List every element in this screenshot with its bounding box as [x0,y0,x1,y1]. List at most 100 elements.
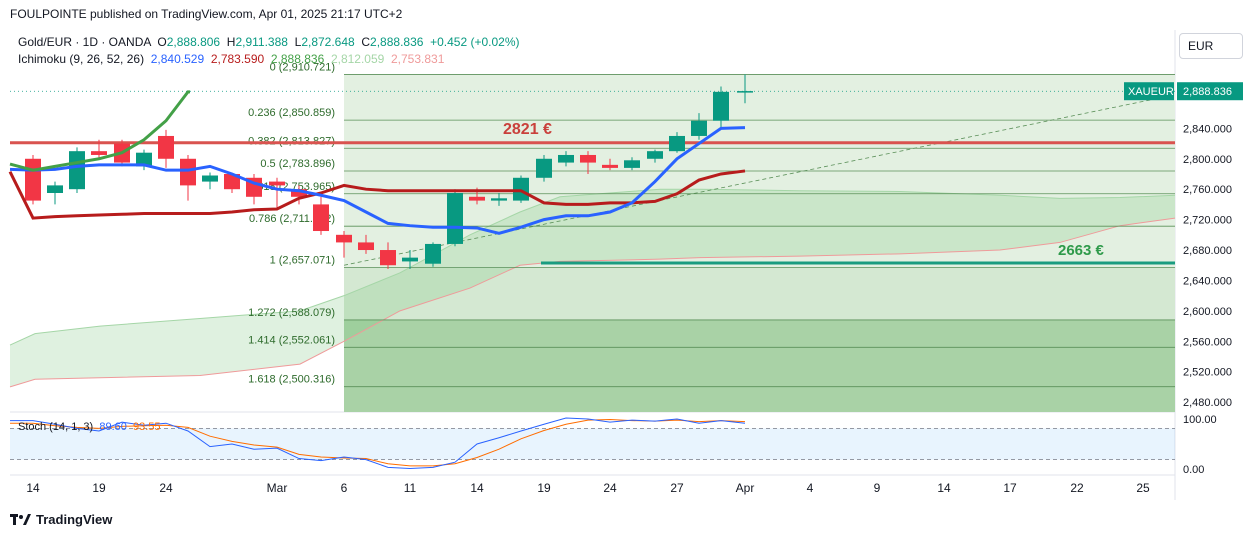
high-label: H [226,35,236,49]
candle-body [313,204,329,232]
high-value: 2,911.388 [235,35,288,49]
stoch-k-line [10,417,746,469]
annotation-2821: 2821 € [503,121,552,138]
time-tick-label: 6 [341,481,348,495]
time-tick-label: 17 [1003,481,1017,495]
time-tick-label: 19 [537,481,551,495]
fib-label: 1 (2,657.071) [270,254,335,266]
candle-body [25,158,41,201]
candle-body [224,173,240,190]
fib-label: 0.382 (2,813.827) [248,135,335,147]
candle-body [180,158,196,186]
tenkan-sen-line [9,126,746,235]
stoch-band [10,428,1175,460]
stoch-tick-100: 100.00 [1183,414,1217,426]
last-price-label: 2,888.836 [1183,86,1232,98]
price-tick-label: 2,640.000 [1183,275,1232,287]
stoch-d-value: 93.55 [133,421,161,433]
price-tick-label: 2,520.000 [1183,367,1232,379]
time-tick-label: 22 [1070,481,1084,495]
time-tick-label: 24 [159,481,173,495]
time-tick-label: 14 [470,481,484,495]
candle-body [469,196,485,201]
change-value: +0.452 (+0.02%) [430,35,520,49]
candle-body [691,120,707,136]
fib-label: 0.5 (2,783.896) [260,158,335,170]
last-price-tag [1177,82,1243,101]
price-tick-label: 2,560.000 [1183,336,1232,348]
ichimoku-value-span-b: 2,753.831 [391,52,445,66]
time-tick-label: 14 [26,481,40,495]
price-tick-label: 2,800.000 [1183,154,1232,166]
time-tick-label: 4 [807,481,814,495]
chikou-span-line [9,90,190,172]
candle-body [624,160,640,168]
candle-body [136,152,152,167]
ichimoku-value-span-a: 2,812.059 [330,52,385,66]
candle-body [602,164,618,168]
publisher-line: FOULPOINTE published on TradingView.com,… [10,7,403,21]
candle-body [47,185,63,193]
price-tick-label: 2,680.000 [1183,245,1232,257]
candle-body [358,242,374,251]
candle-body [513,177,529,201]
candle-body [158,135,174,159]
open-value: 2,888.806 [166,35,221,49]
candle-body [402,257,418,262]
close-value: 2,888.836 [370,35,424,49]
fib-zone-mid [344,267,1175,320]
senkou-span-a-line [9,188,1176,346]
price-tick-label: 2,760.000 [1183,184,1232,196]
candle-body [536,158,552,178]
candle-body [69,151,85,190]
time-tick-label: 14 [937,481,951,495]
time-tick-label: 27 [670,481,684,495]
candle-body [491,198,507,201]
ichimoku-value-chikou: 2,888.836 [270,52,325,66]
fib-label: 0 (2,910.721) [270,62,335,74]
time-tick-label: 19 [92,481,106,495]
stoch-legend[interactable]: Stoch (14, 1, 3) 89.60 93.55 [18,421,161,433]
ichimoku-cloud [10,189,1175,387]
candle-body [580,154,596,163]
tradingview-brand: TradingView [10,512,112,527]
symbol-label[interactable]: Gold/EUR · 1D · OANDA [18,35,151,49]
candle-body [91,151,107,155]
time-tick-label: Apr [736,481,755,495]
candle-body [669,135,685,152]
candle-body [291,189,307,197]
fib-label: 1.414 (2,552.061) [248,334,335,346]
candle-body [202,175,218,182]
ichimoku-value-tenkan: 2,840.529 [150,52,205,66]
time-tick-label: 9 [874,481,881,495]
candle-body [737,91,753,93]
time-tick-label: 24 [603,481,617,495]
ohlc-legend: Gold/EUR · 1D · OANDA O2,888.806 H2,911.… [18,35,520,49]
annotation-2663: 2663 € [1058,242,1105,259]
stoch-k-value: 89.60 [99,421,127,433]
currency-button[interactable]: EUR [1179,33,1243,59]
fib-zone-lower [344,319,1175,412]
fib-label: 1.272 (2,588.079) [248,307,335,319]
close-label: C [361,35,371,49]
ichimoku-value-kijun: 2,783.590 [210,52,265,66]
candle-body [336,234,352,243]
senkou-span-b-line [9,217,1176,388]
symbol-tag-label: XAUEUR [1128,86,1174,98]
price-tick-label: 2,840.000 [1183,123,1232,135]
symbol-price-tag [1124,82,1174,101]
fib-label: 0.236 (2,850.859) [248,107,335,119]
stoch-tick-0: 0.00 [1183,464,1204,476]
candle-body [425,243,441,264]
candle-body [380,250,396,266]
ichimoku-legend[interactable]: Ichimoku (9, 26, 52, 26) 2,840.529 2,783… [18,52,444,66]
ichimoku-label: Ichimoku (9, 26, 52, 26) [18,52,145,66]
candle-body [447,192,463,244]
fib-label: 1.618 (2,500.316) [248,374,335,386]
candle-body [647,151,663,159]
price-tick-label: 2,600.000 [1183,306,1232,318]
kijun-sen-line [8,169,746,220]
time-tick-label: 11 [404,481,417,495]
low-value: 2,872.648 [301,35,355,49]
